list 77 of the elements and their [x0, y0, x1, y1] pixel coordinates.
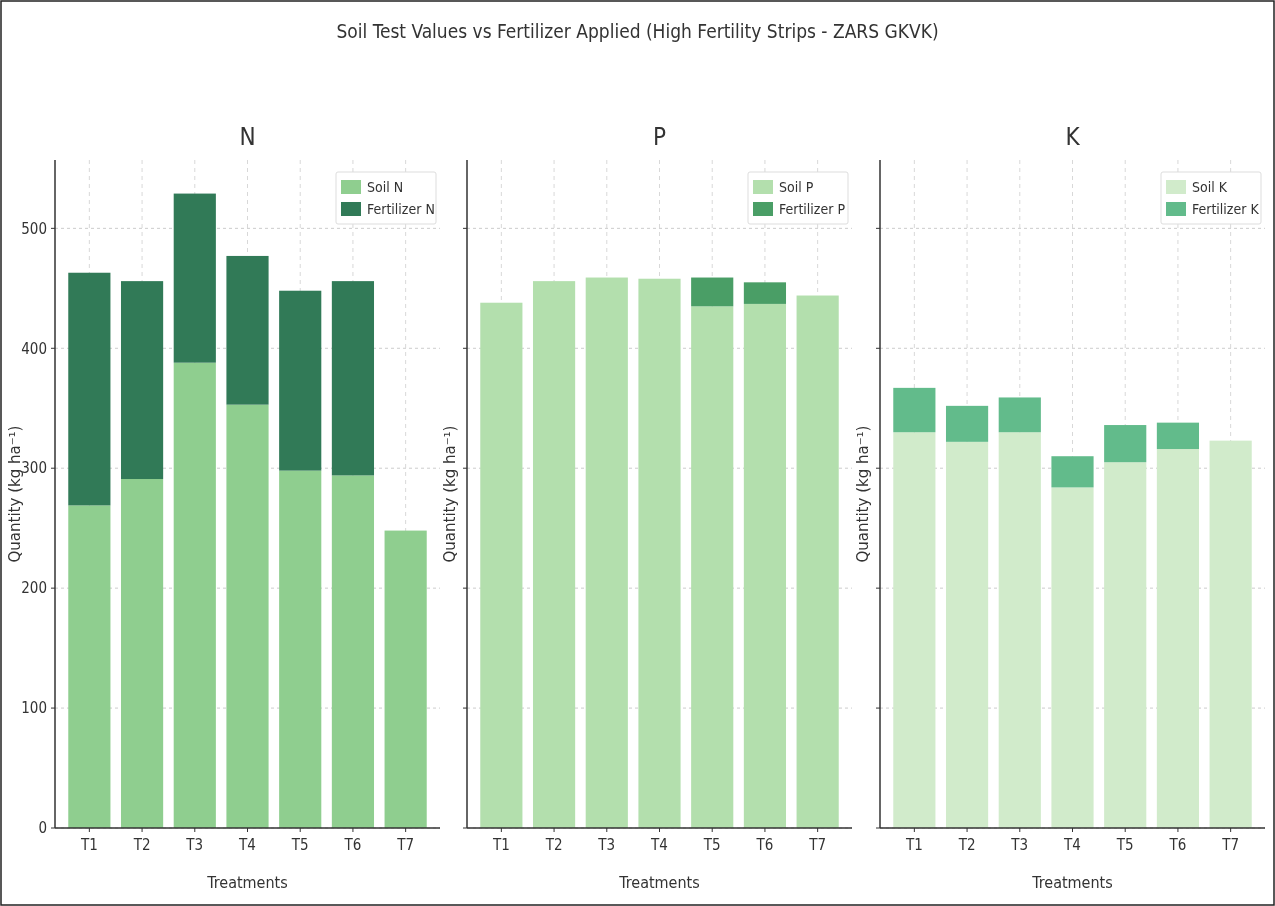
bar [331, 475, 375, 828]
bar [1104, 462, 1147, 828]
x-tick-label: T4 [1063, 836, 1081, 854]
bar [120, 479, 164, 828]
bar [691, 306, 734, 828]
legend-label: Fertilizer K [1192, 200, 1260, 217]
y-tick-label: 400 [21, 339, 47, 358]
bar [480, 302, 523, 828]
x-axis-title: Treatments [206, 873, 288, 892]
text: Soil Test Values vs Fertilizer Applied (High Fertility Strips - ZARS GKVK) [336, 20, 939, 42]
bar [331, 281, 375, 476]
y-tick-label: 0 [38, 819, 47, 838]
chart-title: P [652, 123, 667, 151]
bar [384, 530, 427, 828]
legend-label: Soil K [1192, 178, 1228, 195]
bar [173, 193, 216, 363]
x-tick-label: T5 [702, 836, 721, 854]
x-tick-label: T1 [904, 836, 923, 854]
x-tick-label: T1 [79, 836, 98, 854]
bar [998, 432, 1041, 828]
y-axis-title: Quantity (kg ha⁻¹) [6, 425, 24, 563]
x-tick-label: T5 [290, 836, 309, 854]
legend-label: Soil P [779, 178, 814, 195]
bar [743, 303, 787, 828]
bar [532, 281, 576, 828]
bar [226, 404, 269, 828]
x-tick-label: T5 [1115, 836, 1134, 854]
legend-label: Fertilizer P [779, 200, 846, 217]
bar [945, 405, 989, 442]
x-tick-label: T7 [396, 836, 415, 854]
legend-label: Soil N [367, 178, 404, 195]
x-tick-label: T2 [132, 836, 151, 854]
bar [173, 362, 216, 828]
bar [893, 432, 936, 828]
chart-title: K [1065, 123, 1081, 151]
bar [120, 281, 164, 480]
bar [1156, 449, 1200, 828]
x-tick-label: T7 [808, 836, 827, 854]
bar [893, 387, 936, 433]
bar [68, 272, 111, 506]
legend-label: Fertilizer N [367, 200, 435, 217]
bar [226, 255, 269, 405]
bar [585, 277, 628, 828]
x-tick-label: T4 [238, 836, 256, 854]
y-tick-label: 100 [21, 699, 47, 718]
x-tick-label: T6 [755, 836, 774, 854]
x-tick-label: T1 [491, 836, 510, 854]
x-axis-title: Treatments [1031, 873, 1113, 892]
bar [1104, 425, 1147, 463]
y-tick-label: 500 [21, 219, 47, 238]
chart-title: N [239, 123, 256, 151]
bar [691, 277, 734, 307]
x-tick-label: T2 [544, 836, 563, 854]
y-tick-label: 200 [21, 579, 47, 598]
bar [796, 295, 839, 828]
bar [1156, 422, 1200, 450]
x-tick-label: T3 [1010, 836, 1029, 854]
x-tick-label: T6 [1168, 836, 1187, 854]
x-tick-label: T2 [957, 836, 976, 854]
x-axis-title: Treatments [618, 873, 700, 892]
x-tick-label: T3 [597, 836, 616, 854]
bar [638, 278, 681, 828]
x-tick-label: T6 [343, 836, 362, 854]
x-tick-label: T3 [185, 836, 204, 854]
x-tick-label: T7 [1221, 836, 1240, 854]
bar [1051, 487, 1094, 828]
x-tick-label: T4 [650, 836, 668, 854]
y-axis-title: Quantity (kg ha⁻¹) [441, 425, 459, 563]
y-axis-title: Quantity (kg ha⁻¹) [854, 425, 872, 563]
bar [279, 290, 322, 471]
bar [945, 441, 989, 828]
bar [1051, 456, 1094, 488]
bar [279, 470, 322, 828]
bar [68, 505, 111, 828]
bar [1209, 440, 1252, 828]
bar [998, 397, 1041, 433]
bar [743, 282, 787, 304]
